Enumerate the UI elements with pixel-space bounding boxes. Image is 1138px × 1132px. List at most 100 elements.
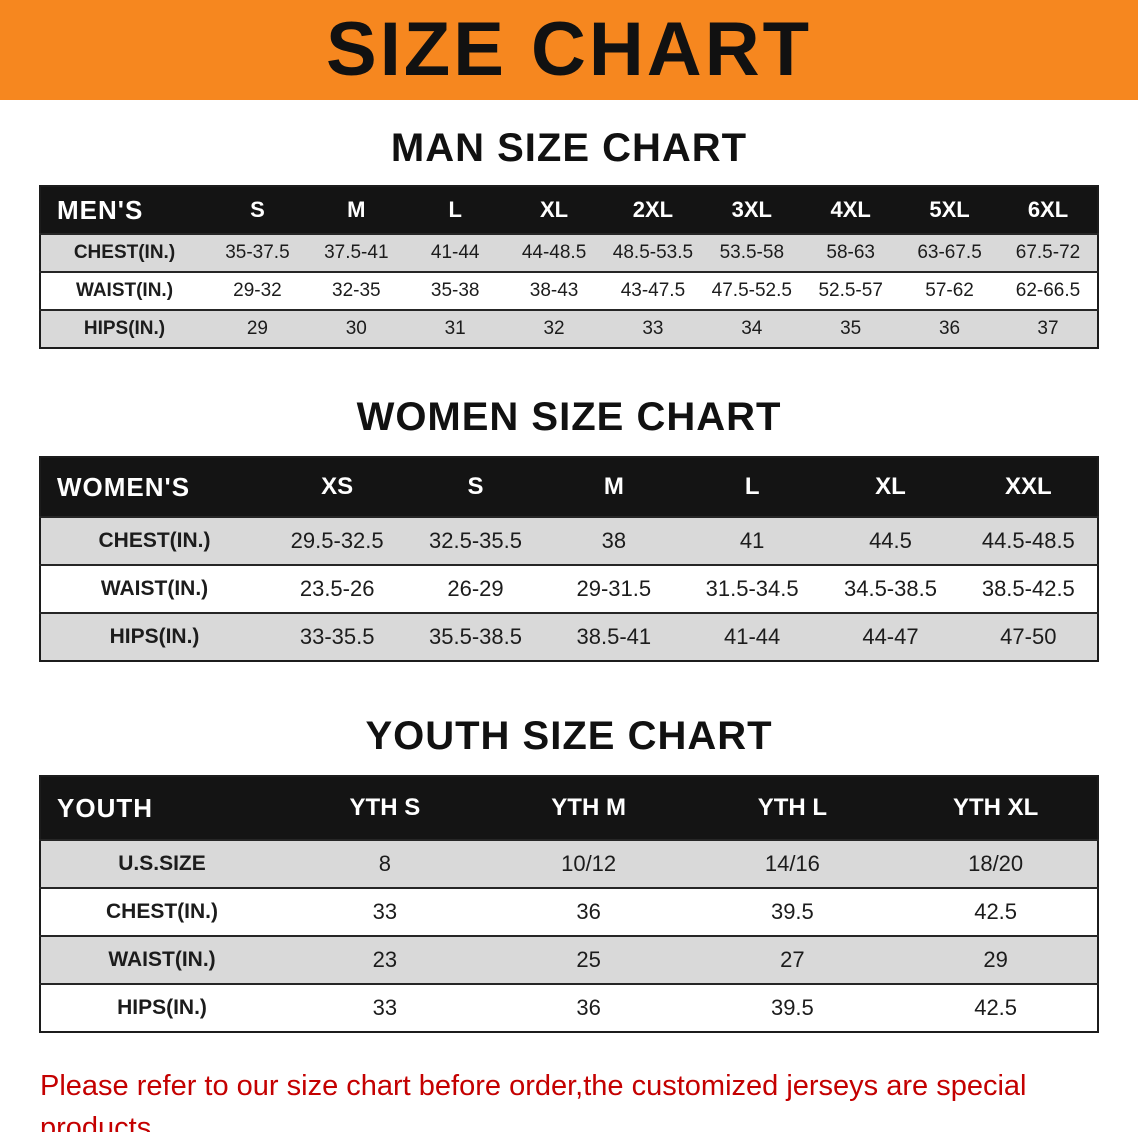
banner: SIZE CHART [0,0,1138,100]
size-header-cell: 4XL [801,186,901,234]
value-cell: 44-48.5 [504,233,604,272]
value-cell: 8 [283,839,487,888]
value-cell: 41-44 [682,612,822,661]
value-cell: 31.5-34.5 [682,564,822,613]
value-cell: 29-32 [208,271,307,310]
youth-section-heading: YOUTH SIZE CHART [365,714,773,758]
value-cell: 39.5 [690,983,895,1032]
value-cell: 32 [504,309,604,348]
value-cell: 44.5 [821,516,960,565]
size-header-cell: YTH M [486,776,691,840]
men-size-table: MEN'S S M L XL 2XL 3XL 4XL 5XL 6XL CHEST(IN.) 35-37… [39,185,1099,349]
value-cell: 29.5-32.5 [268,516,407,565]
size-header-cell: YTH XL [894,776,1098,840]
size-header-cell: YTH S [283,776,487,840]
value-cell: 38.5-42.5 [959,564,1098,613]
size-header-cell: L [405,186,505,234]
size-header-cell: M [306,186,406,234]
value-cell: 23.5-26 [268,564,407,613]
value-cell: 33 [603,309,703,348]
disclaimer-text: Please refer to our size chart before or… [40,1065,1138,1132]
value-cell: 63-67.5 [900,233,999,272]
table-header-row: WOMEN'S XS S M L XL XXL [40,457,1098,517]
value-cell: 53.5-58 [702,233,802,272]
value-cell: 41-44 [405,233,505,272]
value-cell: 38 [544,516,683,565]
size-header-cell: YTH L [690,776,895,840]
value-cell: 58-63 [801,233,901,272]
row-label: U.S.SIZE [40,839,283,888]
size-header-cell: XS [268,457,407,517]
row-label: WAIST(IN.) [40,564,268,613]
value-cell: 36 [900,309,999,348]
table-row: U.S.SIZE 8 10/12 14/16 18/20 [40,839,1098,888]
table-title-cell: YOUTH [40,776,283,840]
table-title-cell: WOMEN'S [40,457,268,517]
table-row: WAIST(IN.) 29-32 32-35 35-38 38-43 43-47.5 47.… [40,271,1098,310]
value-cell: 43-47.5 [603,271,703,310]
value-cell: 14/16 [690,839,895,888]
row-label: HIPS(IN.) [40,983,283,1032]
women-section-heading: WOMEN SIZE CHART [356,395,782,439]
value-cell: 41 [682,516,822,565]
size-header-cell: 6XL [999,186,1098,234]
size-header-cell: S [406,457,545,517]
value-cell: 34 [702,309,802,348]
man-section-heading: MAN SIZE CHART [390,126,748,170]
table-row: WAIST(IN.) 23.5-26 26-29 29-31.5 31.5-34.5 34… [40,564,1098,613]
value-cell: 36 [486,983,691,1032]
size-header-cell: XL [821,457,960,517]
value-cell: 10/12 [486,839,691,888]
value-cell: 42.5 [894,983,1098,1032]
value-cell: 29 [208,309,307,348]
value-cell: 47.5-52.5 [702,271,802,310]
value-cell: 37 [999,309,1098,348]
value-cell: 44-47 [821,612,960,661]
value-cell: 32-35 [306,271,406,310]
row-label: WAIST(IN.) [40,935,283,984]
table-row: CHEST(IN.) 29.5-32.5 32.5-35.5 38 41 44.5 44.5… [40,516,1098,565]
youth-size-chart-section: YOUTH SIZE CHART YOUTH YTH S YTH M YTH L YTH… [0,714,1138,1033]
size-header-cell: XXL [959,457,1098,517]
value-cell: 57-62 [900,271,999,310]
table-row: HIPS(IN.) 29 30 31 32 33 34 35 36 37 [40,309,1098,348]
table-row: CHEST(IN.) 33 36 39.5 42.5 [40,887,1098,936]
value-cell: 52.5-57 [801,271,901,310]
women-size-table: WOMEN'S XS S M L XL XXL CHEST(IN.) 29.5-32.5 32.5… [39,456,1099,662]
value-cell: 42.5 [894,887,1098,936]
page-title: SIZE CHART [326,7,812,92]
row-label: HIPS(IN.) [40,612,268,661]
value-cell: 67.5-72 [999,233,1098,272]
table-row: HIPS(IN.) 33 36 39.5 42.5 [40,983,1098,1032]
size-header-cell: XL [504,186,604,234]
row-label: WAIST(IN.) [40,271,208,310]
value-cell: 38.5-41 [544,612,683,661]
value-cell: 30 [306,309,406,348]
size-header-cell: 3XL [702,186,802,234]
value-cell: 29 [894,935,1098,984]
value-cell: 48.5-53.5 [603,233,703,272]
value-cell: 26-29 [406,564,545,613]
table-header-row: MEN'S S M L XL 2XL 3XL 4XL 5XL 6XL [40,186,1098,234]
size-header-cell: 2XL [603,186,703,234]
man-size-chart-section: MAN SIZE CHART MEN'S S M L XL 2XL 3XL 4XL 5XL 6XL… [0,126,1138,349]
row-label: CHEST(IN.) [40,516,268,565]
table-row: WAIST(IN.) 23 25 27 29 [40,935,1098,984]
row-label: CHEST(IN.) [40,233,208,272]
row-label: CHEST(IN.) [40,887,283,936]
value-cell: 35.5-38.5 [406,612,545,661]
table-header-row: YOUTH YTH S YTH M YTH L YTH XL [40,776,1098,840]
value-cell: 36 [486,887,691,936]
size-header-cell: S [208,186,307,234]
value-cell: 34.5-38.5 [821,564,960,613]
value-cell: 33 [283,983,487,1032]
size-header-cell: M [544,457,683,517]
table-row: CHEST(IN.) 35-37.5 37.5-41 41-44 44-48.5 48.5… [40,233,1098,272]
table-row: HIPS(IN.) 33-35.5 35.5-38.5 38.5-41 41-44 44-… [40,612,1098,661]
value-cell: 27 [690,935,895,984]
value-cell: 18/20 [894,839,1098,888]
value-cell: 35-38 [405,271,505,310]
value-cell: 44.5-48.5 [959,516,1098,565]
value-cell: 37.5-41 [306,233,406,272]
